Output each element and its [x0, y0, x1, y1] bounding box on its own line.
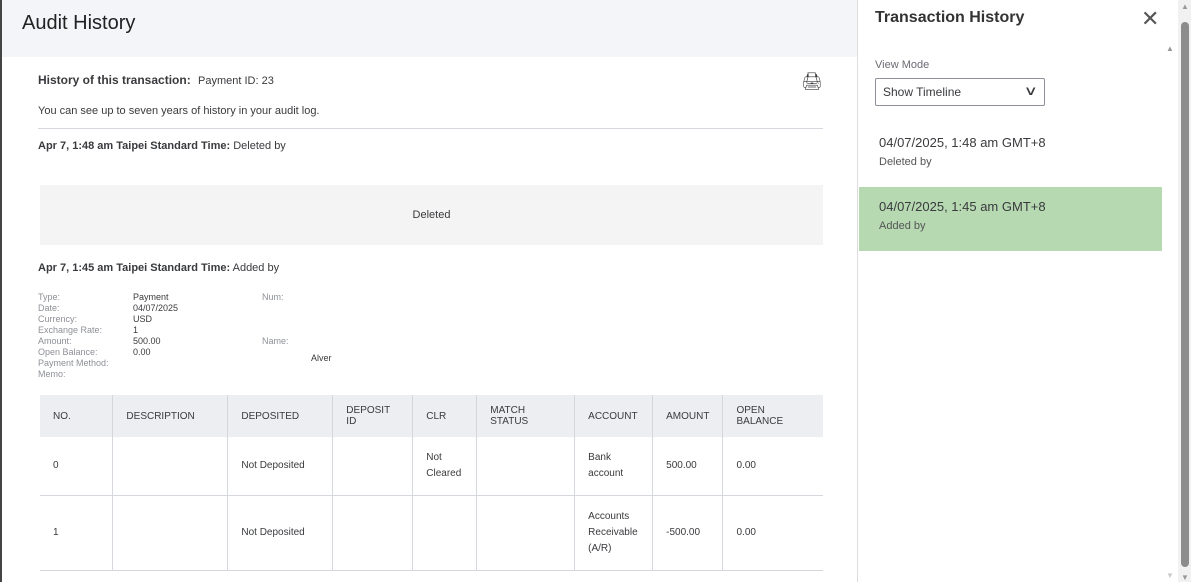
scrollbar-thumb[interactable] [1181, 22, 1189, 567]
view-mode-value: Show Timeline [883, 85, 962, 99]
panel-scrollbar[interactable]: ▲ ▼ [1166, 44, 1174, 580]
detail-value: Payment [133, 292, 169, 302]
detail-values: Payment 04/07/2025 USD 1 500.00 0.00 [133, 292, 178, 380]
transaction-lines-table: NO. DESCRIPTION DEPOSITED DEPOSIT ID CLR MATC… [40, 395, 823, 571]
table-row: 1 Not Deposited Accounts Receivable (A/R) -… [40, 495, 823, 571]
audit-history-panel: Audit History History of this transactio… [0, 0, 857, 582]
table-cell [332, 437, 414, 496]
panel-title: Transaction History [875, 9, 1025, 26]
column-header: MATCH STATUS [476, 395, 576, 437]
table-cell: 0.00 [722, 495, 823, 571]
event-time: Apr 7, 1:48 am Taipei Standard Time: [38, 140, 231, 152]
column-header: DEPOSITED [227, 395, 334, 437]
timeline-action: Added by [879, 220, 926, 232]
table-cell: 500.00 [652, 437, 724, 496]
detail-label: Open Balance: [38, 347, 98, 357]
table-cell: Bank account [574, 437, 654, 496]
transaction-history-panel: Transaction History ✕ View Mode Show Tim… [857, 0, 1191, 582]
audit-note: You can see up to seven years of history… [38, 105, 320, 117]
divider [38, 128, 823, 129]
deleted-box: Deleted [40, 185, 823, 245]
detail-labels: Type: Date: Currency: Exchange Rate: Amount:… [38, 292, 109, 380]
timeline-item-selected[interactable]: 04/07/2025, 1:45 am GMT+8 Added by [859, 187, 1162, 251]
table-cell [112, 495, 229, 571]
event-action: Added by [232, 262, 280, 274]
event-time: Apr 7, 1:45 am Taipei Standard Time: [38, 262, 231, 274]
detail-value [133, 358, 178, 369]
detail-label: Payment Method: [38, 358, 109, 368]
column-header: ACCOUNT [574, 395, 654, 437]
table-cell: 1 [40, 495, 114, 571]
column-header: OPEN BALANCE [722, 395, 823, 437]
detail-value: 1 [133, 325, 139, 335]
detail-value: 0.00 [133, 347, 151, 357]
detail-value [133, 369, 178, 380]
name-value: Alver [311, 353, 332, 363]
num-label: Num: [262, 292, 284, 302]
timeline-date: 04/07/2025, 1:45 am GMT+8 [879, 199, 1046, 214]
column-header: CLR [412, 395, 478, 437]
event-action: Deleted by [233, 140, 286, 152]
chevron-down-icon: ∨ [1024, 83, 1039, 98]
table-row: 0 Not Deposited Not Cleared Bank account 500… [40, 437, 823, 496]
column-header: DESCRIPTION [112, 395, 229, 437]
history-heading: History of this transaction: Payment ID:… [38, 73, 274, 87]
detail-value: 500.00 [133, 336, 161, 346]
table-cell: Not Deposited [227, 437, 334, 496]
table-cell: 0.00 [722, 437, 823, 496]
name-label: Name: [262, 336, 289, 346]
detail-label: Amount: [38, 336, 72, 346]
detail-value: USD [133, 314, 153, 324]
view-mode-label: View Mode [875, 59, 930, 71]
event-deleted-heading: Apr 7, 1:48 am Taipei Standard Time: Del… [38, 140, 286, 152]
print-icon[interactable]: 🖨 [801, 72, 823, 91]
payment-id: Payment ID: 23 [198, 75, 274, 87]
table-cell [476, 495, 576, 571]
detail-label: Memo: [38, 369, 66, 379]
detail-label: Type: [38, 292, 61, 302]
column-header: DEPOSIT ID [332, 395, 414, 437]
table-cell: Not Cleared [412, 437, 478, 496]
timeline-action: Deleted by [879, 156, 932, 168]
detail-label: Exchange Rate: [38, 325, 103, 335]
detail-label: Date: [38, 303, 60, 313]
table-cell [412, 495, 478, 571]
table-cell: Accounts Receivable (A/R) [574, 495, 654, 571]
page-scrollbar[interactable]: ▲ ▼ [1178, 0, 1191, 582]
detail-value: 04/07/2025 [133, 303, 179, 313]
table-cell [476, 437, 576, 496]
page-title: Audit History [2, 0, 857, 57]
table-cell: -500.00 [652, 495, 724, 571]
table-cell: Not Deposited [227, 495, 334, 571]
close-icon[interactable]: ✕ [1141, 6, 1160, 31]
column-header: NO. [40, 395, 114, 437]
table-cell [332, 495, 414, 571]
table-cell: 0 [40, 437, 114, 496]
view-mode-select[interactable]: Show Timeline ∨ [875, 78, 1045, 106]
detail-label: Currency: [38, 314, 78, 324]
history-label: History of this transaction: [38, 73, 191, 87]
table-cell [112, 437, 229, 496]
column-header: AMOUNT [652, 395, 724, 437]
timeline-item[interactable]: 04/07/2025, 1:48 am GMT+8 Deleted by [859, 123, 1162, 187]
event-added-heading: Apr 7, 1:45 am Taipei Standard Time: Add… [38, 262, 279, 274]
timeline-date: 04/07/2025, 1:48 am GMT+8 [879, 135, 1046, 150]
